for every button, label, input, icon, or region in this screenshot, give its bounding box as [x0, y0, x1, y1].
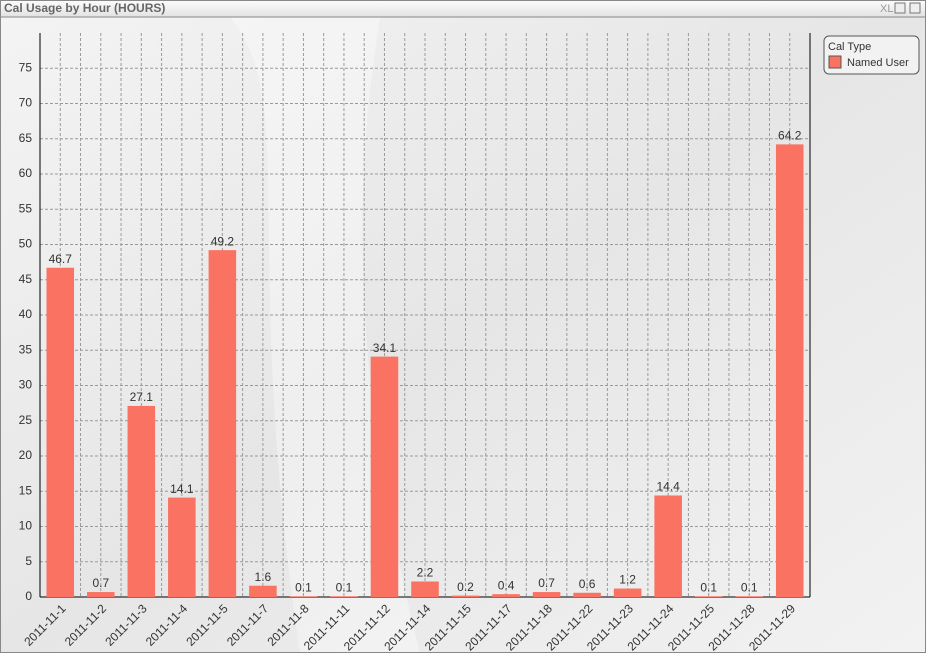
data-label: 2.2 — [417, 566, 434, 580]
legend — [823, 35, 920, 75]
data-label: 49.2 — [211, 234, 235, 248]
bar — [694, 596, 723, 597]
bar — [289, 596, 318, 597]
chart-title: Cal Usage by Hour (HOURS) — [4, 1, 165, 15]
bar — [127, 405, 156, 597]
data-label: 0.1 — [336, 580, 353, 594]
bar — [249, 585, 277, 597]
data-label: 14.4 — [656, 480, 680, 494]
xl-button[interactable]: XL — [880, 3, 893, 15]
data-label: 0.4 — [498, 578, 515, 592]
data-label: 27.1 — [130, 390, 154, 404]
data-label: 14.1 — [170, 482, 194, 496]
data-label: 0.1 — [295, 580, 312, 594]
y-tick-label: 25 — [19, 413, 33, 427]
legend-title: Cal Type — [828, 41, 871, 53]
bar — [87, 592, 115, 597]
y-tick-label: 5 — [25, 554, 32, 568]
legend-label: Named User — [847, 57, 909, 69]
bar — [451, 595, 480, 597]
data-label: 0.1 — [700, 580, 717, 594]
data-label: 1.2 — [619, 573, 636, 587]
y-tick-label: 70 — [19, 96, 33, 110]
bar — [168, 497, 196, 597]
y-tick-label: 35 — [19, 342, 33, 356]
legend-swatch — [828, 55, 842, 69]
bar — [654, 495, 682, 597]
y-tick-label: 20 — [19, 448, 33, 462]
y-tick-label: 50 — [19, 237, 33, 251]
bar — [46, 267, 75, 597]
y-tick-label: 60 — [19, 166, 33, 180]
bar — [735, 596, 763, 597]
bar — [492, 594, 520, 597]
bar — [370, 356, 399, 597]
minimize-button[interactable] — [894, 2, 906, 14]
y-tick-label: 55 — [19, 201, 33, 215]
bar — [208, 250, 237, 597]
y-tick-label: 30 — [19, 378, 33, 392]
data-label: 34.1 — [373, 341, 397, 355]
y-tick-label: 40 — [19, 307, 33, 321]
y-tick-label: 15 — [19, 483, 33, 497]
y-tick-label: 10 — [19, 519, 33, 533]
y-tick-label: 65 — [19, 131, 33, 145]
bar — [411, 581, 439, 597]
bar — [330, 596, 358, 597]
data-label: 46.7 — [49, 252, 73, 266]
y-tick-label: 45 — [19, 272, 33, 286]
data-label: 64.2 — [778, 129, 802, 143]
bar — [573, 592, 601, 597]
data-label: 0.1 — [741, 580, 758, 594]
title-bar — [0, 0, 926, 17]
maximize-button[interactable] — [909, 2, 921, 14]
y-tick-label: 75 — [19, 60, 33, 74]
bar — [613, 588, 642, 597]
bar — [532, 592, 561, 597]
y-tick-label: 0 — [25, 589, 32, 603]
bar — [775, 144, 804, 597]
data-label: 0.6 — [579, 577, 596, 591]
data-label: 1.6 — [255, 570, 272, 584]
data-label: 0.7 — [92, 576, 109, 590]
data-label: 0.7 — [538, 576, 555, 590]
data-label: 0.2 — [457, 580, 474, 594]
